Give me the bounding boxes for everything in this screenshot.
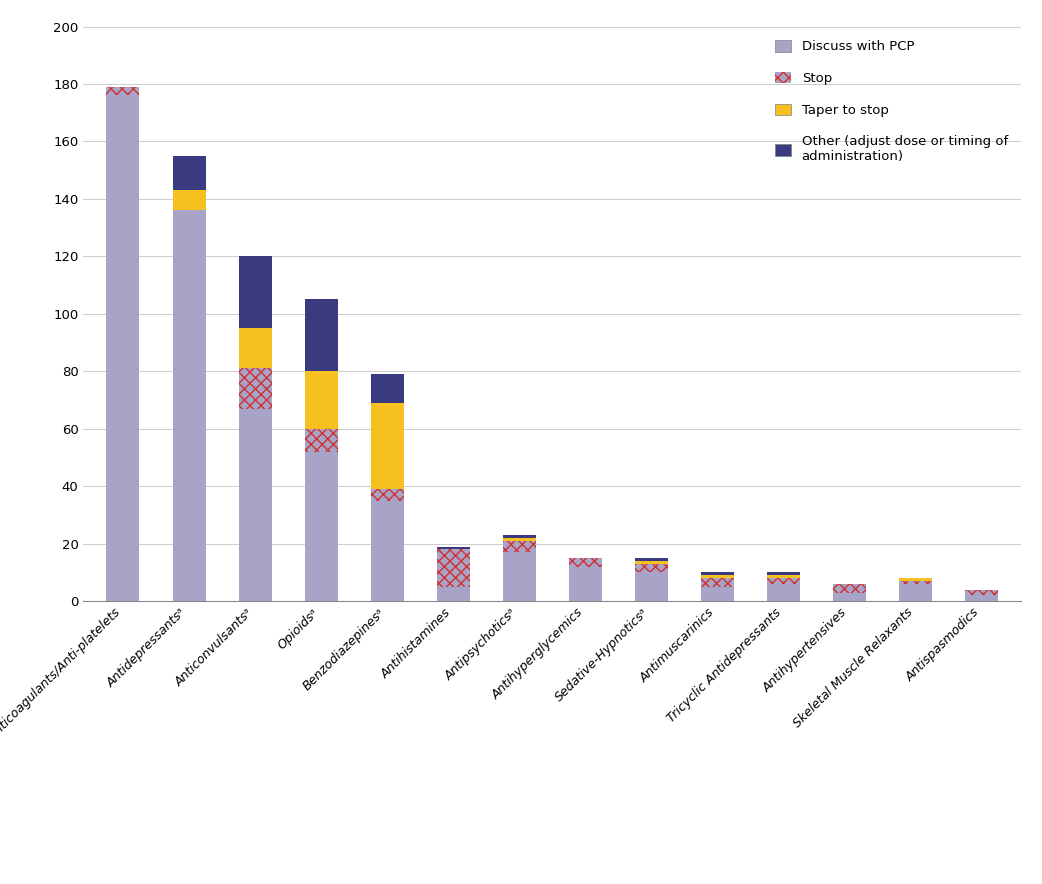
Bar bbox=[437, 587, 470, 601]
Bar bbox=[106, 87, 140, 95]
Bar bbox=[371, 403, 403, 489]
Bar bbox=[304, 429, 338, 452]
Bar bbox=[239, 408, 272, 601]
Bar bbox=[899, 581, 932, 583]
Bar bbox=[701, 578, 734, 587]
Bar bbox=[173, 190, 205, 210]
Bar bbox=[569, 558, 602, 567]
Bar bbox=[371, 489, 403, 500]
Bar bbox=[173, 156, 205, 190]
Bar bbox=[767, 573, 800, 575]
Bar bbox=[502, 541, 536, 552]
Bar bbox=[635, 558, 668, 560]
Bar bbox=[173, 210, 205, 601]
Bar bbox=[635, 564, 668, 573]
Bar bbox=[239, 256, 272, 328]
Bar bbox=[701, 573, 734, 575]
Bar bbox=[833, 583, 866, 592]
Bar bbox=[502, 537, 536, 541]
Bar bbox=[371, 500, 403, 601]
Bar bbox=[502, 535, 536, 537]
Bar bbox=[569, 567, 602, 601]
Bar bbox=[304, 429, 338, 452]
Bar bbox=[239, 328, 272, 369]
Bar bbox=[437, 546, 470, 549]
Bar bbox=[833, 583, 866, 592]
Bar bbox=[304, 452, 338, 601]
Bar bbox=[899, 581, 932, 583]
Bar bbox=[371, 489, 403, 500]
Bar bbox=[304, 300, 338, 371]
Bar bbox=[767, 575, 800, 578]
Bar bbox=[569, 558, 602, 567]
Bar bbox=[833, 592, 866, 601]
Bar bbox=[767, 578, 800, 583]
Bar bbox=[965, 590, 998, 596]
Bar bbox=[502, 552, 536, 601]
Bar bbox=[239, 369, 272, 408]
Bar bbox=[767, 578, 800, 583]
Bar bbox=[371, 374, 403, 403]
Bar bbox=[239, 369, 272, 408]
Bar bbox=[106, 87, 140, 95]
Bar bbox=[635, 573, 668, 601]
Bar bbox=[767, 583, 800, 601]
Bar bbox=[899, 583, 932, 601]
Bar bbox=[106, 95, 140, 601]
Bar bbox=[899, 578, 932, 581]
Bar bbox=[701, 575, 734, 578]
Bar bbox=[965, 590, 998, 596]
Legend: Discuss with PCP, Stop, Taper to stop, Other (adjust dose or timing of
administr: Discuss with PCP, Stop, Taper to stop, O… bbox=[769, 33, 1015, 170]
Bar bbox=[701, 587, 734, 601]
Bar bbox=[701, 578, 734, 587]
Bar bbox=[437, 549, 470, 587]
Bar bbox=[437, 549, 470, 587]
Bar bbox=[635, 560, 668, 564]
Bar bbox=[304, 371, 338, 429]
Bar bbox=[502, 541, 536, 552]
Bar bbox=[965, 596, 998, 601]
Bar bbox=[635, 564, 668, 573]
